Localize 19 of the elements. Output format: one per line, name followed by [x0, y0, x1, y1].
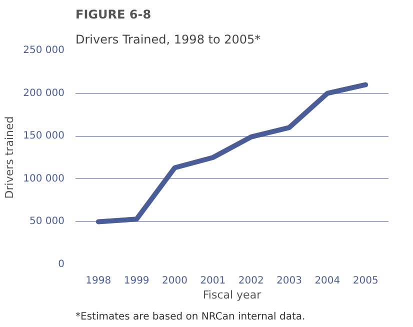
x-tick-label: 1998	[86, 276, 112, 286]
y-tick-label: 250 000	[23, 45, 65, 56]
text: *Estimates are based on NRCan internal data.	[76, 312, 306, 322]
x-tick-label: 2003	[276, 276, 302, 286]
chart-subtitle: Drivers Trained, 1998 to 2005*	[76, 32, 261, 46]
chart-title: FIGURE 6-8	[76, 8, 152, 22]
x-tick-label: 1999	[124, 276, 150, 286]
y-tick-label: 150 000	[23, 130, 65, 142]
y-tick-label: 50 000	[30, 216, 65, 228]
x-tick-label: 2001	[200, 276, 226, 286]
y-tick-label: 200 000	[23, 88, 65, 99]
y-tick-label: 100 000	[23, 173, 65, 184]
x-tick-label: 2004	[314, 276, 340, 286]
x-tick-label: 2002	[238, 276, 264, 286]
y-tick-label: 0	[58, 259, 65, 270]
x-tick-label: 2005	[352, 276, 378, 286]
x-axis-title: Fiscal year	[202, 288, 262, 302]
y-axis-title: Drivers trained	[3, 116, 16, 199]
x-tick-label: 2000	[162, 276, 188, 286]
